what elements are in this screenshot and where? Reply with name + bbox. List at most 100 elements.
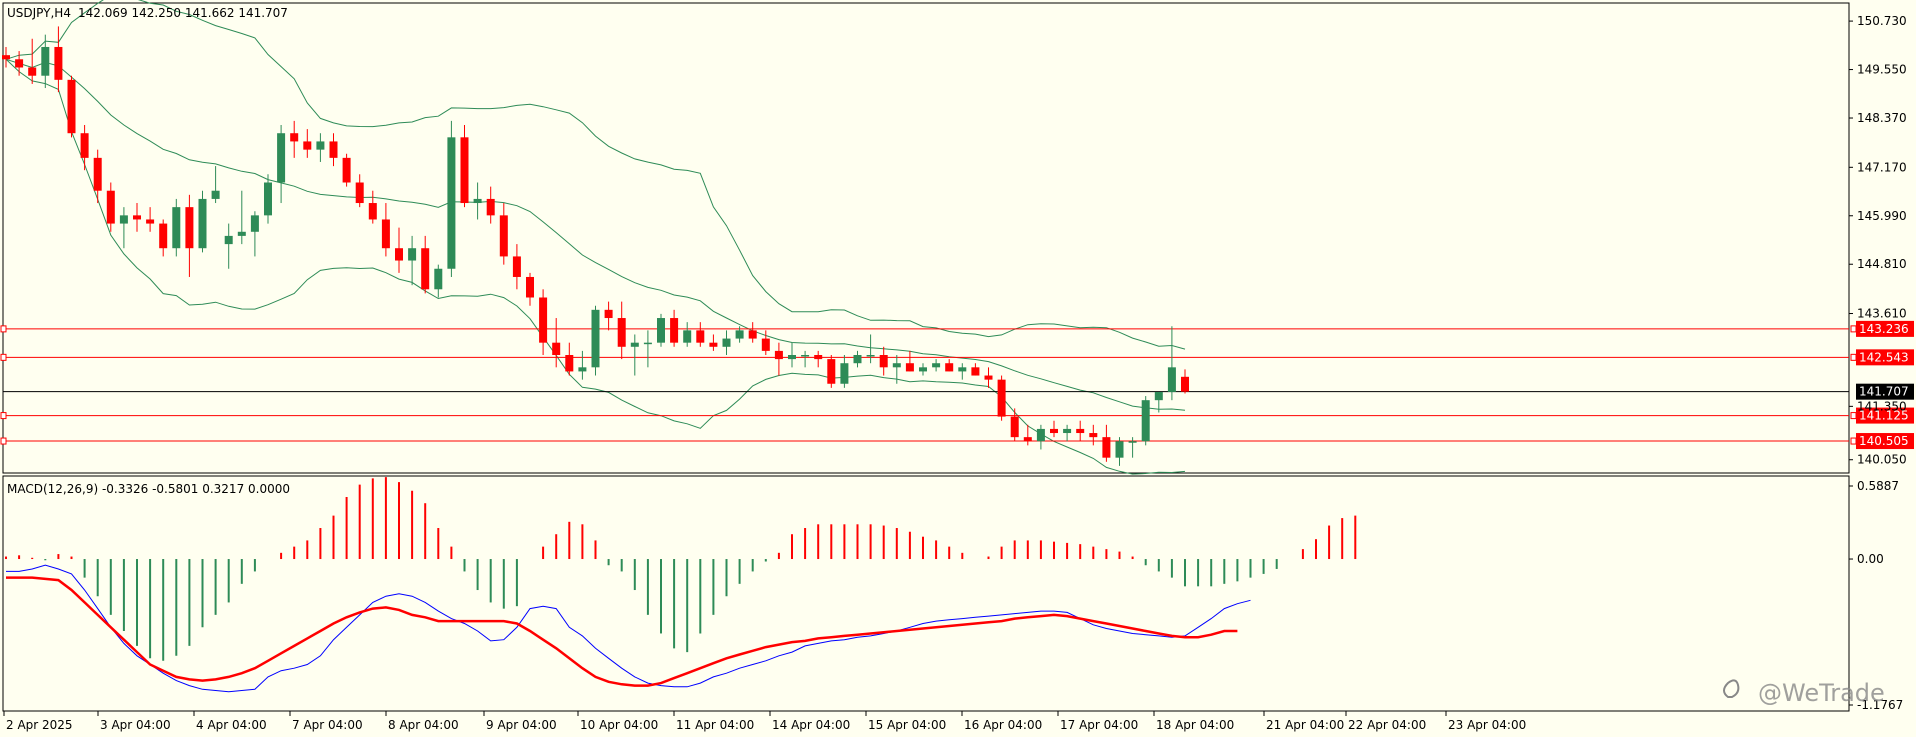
price-tick-label: 148.370 bbox=[1857, 111, 1907, 125]
time-tick-label: 22 Apr 04:00 bbox=[1348, 718, 1426, 732]
candle-body bbox=[159, 223, 168, 249]
candle-body bbox=[722, 338, 731, 347]
candle-body bbox=[774, 350, 783, 360]
candle-body bbox=[54, 46, 63, 80]
macd-histogram bbox=[5, 477, 1357, 661]
candle-body bbox=[827, 359, 836, 384]
level-handle[interactable] bbox=[0, 325, 7, 333]
price-tick-label: 149.550 bbox=[1857, 63, 1907, 77]
candle-body bbox=[1102, 437, 1111, 458]
macd-tick-label: 0.5887 bbox=[1857, 479, 1899, 493]
time-tick-label: 2 Apr 2025 bbox=[6, 718, 73, 732]
time-axis: 2 Apr 2025 3 Apr 04:00 4 Apr 04:00 7 Apr 04… bbox=[3, 711, 1526, 732]
candle-body bbox=[499, 215, 508, 257]
time-tick-label: 9 Apr 04:00 bbox=[486, 718, 557, 732]
candle-body bbox=[565, 355, 574, 372]
price-tick-label: 144.810 bbox=[1857, 257, 1907, 271]
level-handle[interactable] bbox=[1850, 353, 1857, 361]
level-price-tag bbox=[1856, 320, 1914, 337]
time-tick-label: 18 Apr 04:00 bbox=[1156, 718, 1234, 732]
candle-body bbox=[683, 330, 692, 343]
candle-body bbox=[41, 46, 50, 76]
candle-body bbox=[473, 198, 482, 204]
level-handle[interactable] bbox=[1850, 437, 1857, 445]
time-tick-label: 21 Apr 04:00 bbox=[1266, 718, 1344, 732]
current-price-label: 141.707 bbox=[1859, 385, 1909, 399]
candle-body bbox=[106, 190, 115, 224]
time-tick-label: 14 Apr 04:00 bbox=[772, 718, 850, 732]
level-price-label: 142.543 bbox=[1859, 350, 1909, 364]
candle-body bbox=[1010, 416, 1019, 438]
macd-line bbox=[6, 564, 1251, 693]
candle-body bbox=[1167, 367, 1176, 392]
candle-body bbox=[1154, 391, 1163, 401]
candle-body bbox=[866, 355, 875, 357]
candle-body bbox=[368, 203, 377, 220]
candle-body bbox=[512, 256, 521, 277]
price-tick-label: 140.050 bbox=[1857, 453, 1907, 467]
candle-body bbox=[381, 219, 390, 249]
candle-body bbox=[421, 248, 430, 290]
candle-body bbox=[408, 248, 417, 261]
bollinger-bands bbox=[5, 0, 1186, 475]
level-price-label: 143.236 bbox=[1859, 322, 1909, 336]
time-tick-label: 7 Apr 04:00 bbox=[292, 718, 363, 732]
candle-body bbox=[1063, 428, 1072, 434]
candle-body bbox=[80, 133, 89, 158]
wetrade-logo-icon bbox=[1723, 679, 1740, 698]
candle-body bbox=[250, 215, 259, 232]
macd-pane[interactable] bbox=[2, 475, 1850, 712]
candle-body bbox=[303, 141, 312, 150]
candle-body bbox=[971, 367, 980, 376]
candle-body bbox=[892, 363, 901, 368]
level-handle[interactable] bbox=[1850, 412, 1857, 420]
candle-body bbox=[905, 363, 914, 372]
level-handle[interactable] bbox=[1850, 325, 1857, 333]
candle-body bbox=[735, 330, 744, 339]
candle-body bbox=[67, 79, 76, 134]
candle-body bbox=[316, 141, 325, 150]
price-tick-label: 150.730 bbox=[1857, 14, 1907, 28]
candle-body bbox=[185, 207, 194, 249]
bb-upper bbox=[5, 0, 1186, 350]
candle-body bbox=[945, 363, 954, 372]
candle-body bbox=[1141, 400, 1150, 442]
level-handle[interactable] bbox=[0, 353, 7, 361]
candle-body bbox=[1128, 441, 1137, 443]
time-tick-label: 8 Apr 04:00 bbox=[388, 718, 459, 732]
level-handle[interactable] bbox=[0, 412, 7, 420]
candle-body bbox=[290, 133, 299, 142]
candle-body bbox=[329, 141, 338, 158]
candle-body bbox=[748, 330, 757, 339]
candle-body bbox=[1115, 441, 1124, 458]
candle-body bbox=[460, 137, 469, 204]
macd-tick-label: 0.00 bbox=[1857, 552, 1884, 566]
current-price-tag bbox=[1856, 383, 1914, 400]
candle-body bbox=[28, 67, 37, 76]
price-pane[interactable] bbox=[2, 2, 1850, 474]
candle-body bbox=[801, 355, 810, 357]
candle-body bbox=[1076, 428, 1085, 434]
candle-body bbox=[958, 367, 967, 372]
candle-body bbox=[539, 297, 548, 343]
price-tick-label: 143.610 bbox=[1857, 307, 1907, 321]
horizontal-levels[interactable]: 143.236 142.543 141.125 140.505 141.707 bbox=[0, 320, 1914, 450]
level-handle[interactable] bbox=[0, 437, 7, 445]
level-price-tag bbox=[1856, 433, 1914, 450]
candle-body bbox=[617, 318, 626, 347]
candle-body bbox=[2, 55, 10, 60]
candle-body bbox=[342, 157, 351, 183]
candle-body bbox=[578, 367, 587, 372]
candle-body bbox=[486, 198, 495, 216]
level-price-tag bbox=[1856, 349, 1914, 366]
candles-group bbox=[2, 26, 1189, 466]
candle-body bbox=[264, 182, 272, 216]
price-axis: 150.730 149.550 148.370 147.170 145.990 144.8… bbox=[1849, 14, 1907, 467]
candle-body bbox=[355, 182, 364, 204]
price-tick-label: 141.350 bbox=[1857, 399, 1907, 413]
candle-body bbox=[526, 276, 534, 298]
time-tick-label: 10 Apr 04:00 bbox=[580, 718, 658, 732]
candle-body bbox=[761, 338, 770, 351]
candle-body bbox=[932, 363, 941, 368]
